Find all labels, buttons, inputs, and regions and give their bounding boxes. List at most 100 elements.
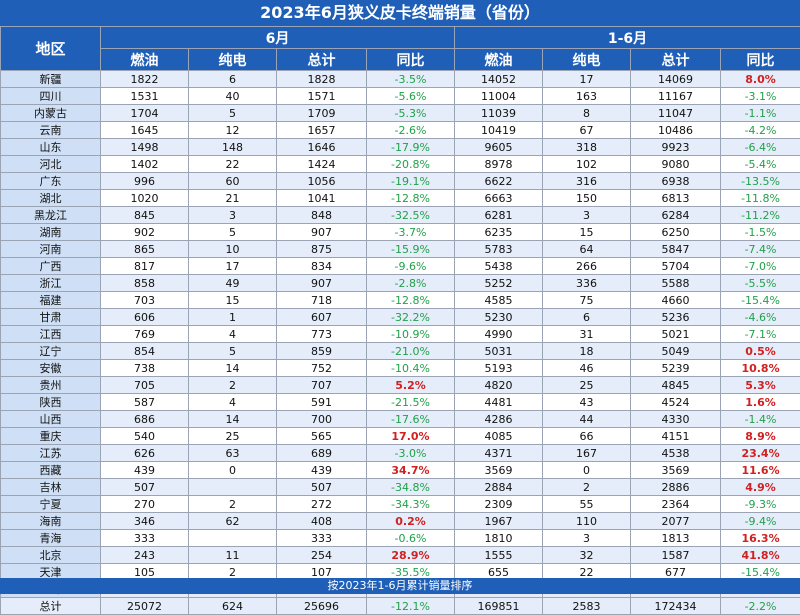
june-yoy-cell: -20.8% [367, 156, 455, 173]
ytd-ev-cell: 17 [543, 71, 631, 88]
june-total-cell: 565 [277, 428, 367, 445]
june-ev-cell: 5 [189, 343, 277, 360]
ytd-fuel-cell: 3569 [455, 462, 543, 479]
ytd-fuel-cell: 5252 [455, 275, 543, 292]
ytd-total-cell: 5588 [631, 275, 721, 292]
region-cell: 陕西 [1, 394, 101, 411]
june-yoy-cell: 34.7% [367, 462, 455, 479]
ytd-total-cell: 4151 [631, 428, 721, 445]
june-total-cell: 752 [277, 360, 367, 377]
ytd-fuel-cell: 5438 [455, 258, 543, 275]
region-cell: 河北 [1, 156, 101, 173]
june-yoy-cell: -3.5% [367, 71, 455, 88]
june-total-cell: 591 [277, 394, 367, 411]
region-cell: 山西 [1, 411, 101, 428]
ytd-fuel-cell: 4481 [455, 394, 543, 411]
ytd-total-cell: 9080 [631, 156, 721, 173]
ytd-total-header: 总计 [631, 49, 721, 71]
june-ev-cell [189, 530, 277, 547]
region-cell: 黑龙江 [1, 207, 101, 224]
june-total-cell: 1657 [277, 122, 367, 139]
ytd-total-cell: 10486 [631, 122, 721, 139]
region-cell: 浙江 [1, 275, 101, 292]
region-cell: 江苏 [1, 445, 101, 462]
june-fuel-cell: 626 [101, 445, 189, 462]
june-ev-cell: 3 [189, 207, 277, 224]
june-total-cell: 1828 [277, 71, 367, 88]
june-yoy-cell: -17.9% [367, 139, 455, 156]
ytd-ev-cell: 110 [543, 513, 631, 530]
june-yoy-cell: -21.0% [367, 343, 455, 360]
june-fuel-cell: 738 [101, 360, 189, 377]
ytd-fuel-cell: 14052 [455, 71, 543, 88]
june-ev-cell: 21 [189, 190, 277, 207]
june-total-cell: 848 [277, 207, 367, 224]
ytd-yoy-cell: 8.9% [721, 428, 800, 445]
june-group-header: 6月 [101, 27, 455, 49]
ytd-yoy-cell: -1.5% [721, 224, 800, 241]
ytd-yoy-cell: -11.8% [721, 190, 800, 207]
june-total-cell: 25696 [277, 598, 367, 615]
ytd-yoy-cell: 10.8% [721, 360, 800, 377]
june-total-cell: 1646 [277, 139, 367, 156]
ytd-yoy-cell: 4.9% [721, 479, 800, 496]
june-yoy-cell: -5.3% [367, 105, 455, 122]
ytd-fuel-cell: 6281 [455, 207, 543, 224]
june-fuel-cell: 243 [101, 547, 189, 564]
june-total-cell: 272 [277, 496, 367, 513]
june-fuel-cell: 333 [101, 530, 189, 547]
ytd-total-cell: 1587 [631, 547, 721, 564]
ytd-group-header: 1-6月 [455, 27, 800, 49]
ytd-total-cell: 172434 [631, 598, 721, 615]
ytd-ev-cell: 318 [543, 139, 631, 156]
ytd-fuel-cell: 2309 [455, 496, 543, 513]
june-yoy-cell: -12.1% [367, 598, 455, 615]
june-ev-cell: 0 [189, 462, 277, 479]
region-cell: 海南 [1, 513, 101, 530]
june-total-cell: 689 [277, 445, 367, 462]
june-fuel-cell: 346 [101, 513, 189, 530]
ytd-ev-cell: 102 [543, 156, 631, 173]
june-yoy-cell: -17.6% [367, 411, 455, 428]
june-fuel-cell: 865 [101, 241, 189, 258]
ytd-fuel-cell: 9605 [455, 139, 543, 156]
ytd-ev-header: 纯电 [543, 49, 631, 71]
june-ev-cell: 40 [189, 88, 277, 105]
ytd-total-cell: 3569 [631, 462, 721, 479]
ytd-total-cell: 2364 [631, 496, 721, 513]
ytd-total-cell: 6938 [631, 173, 721, 190]
june-ev-cell: 2 [189, 496, 277, 513]
ytd-fuel-cell: 169851 [455, 598, 543, 615]
june-fuel-cell: 705 [101, 377, 189, 394]
june-fuel-cell: 1531 [101, 88, 189, 105]
ytd-yoy-cell: 5.3% [721, 377, 800, 394]
region-cell: 河南 [1, 241, 101, 258]
region-cell: 安徽 [1, 360, 101, 377]
region-cell: 广西 [1, 258, 101, 275]
ytd-yoy-cell: -2.2% [721, 598, 800, 615]
june-yoy-cell: 28.9% [367, 547, 455, 564]
region-cell: 重庆 [1, 428, 101, 445]
ytd-total-cell: 9923 [631, 139, 721, 156]
june-yoy-header: 同比 [367, 49, 455, 71]
ytd-yoy-cell: 41.8% [721, 547, 800, 564]
ytd-total-cell: 1813 [631, 530, 721, 547]
ytd-fuel-cell: 6622 [455, 173, 543, 190]
june-ev-header: 纯电 [189, 49, 277, 71]
june-yoy-cell: -15.9% [367, 241, 455, 258]
june-total-cell: 707 [277, 377, 367, 394]
june-total-header: 总计 [277, 49, 367, 71]
ytd-fuel-cell: 6235 [455, 224, 543, 241]
june-fuel-header: 燃油 [101, 49, 189, 71]
june-fuel-cell: 270 [101, 496, 189, 513]
